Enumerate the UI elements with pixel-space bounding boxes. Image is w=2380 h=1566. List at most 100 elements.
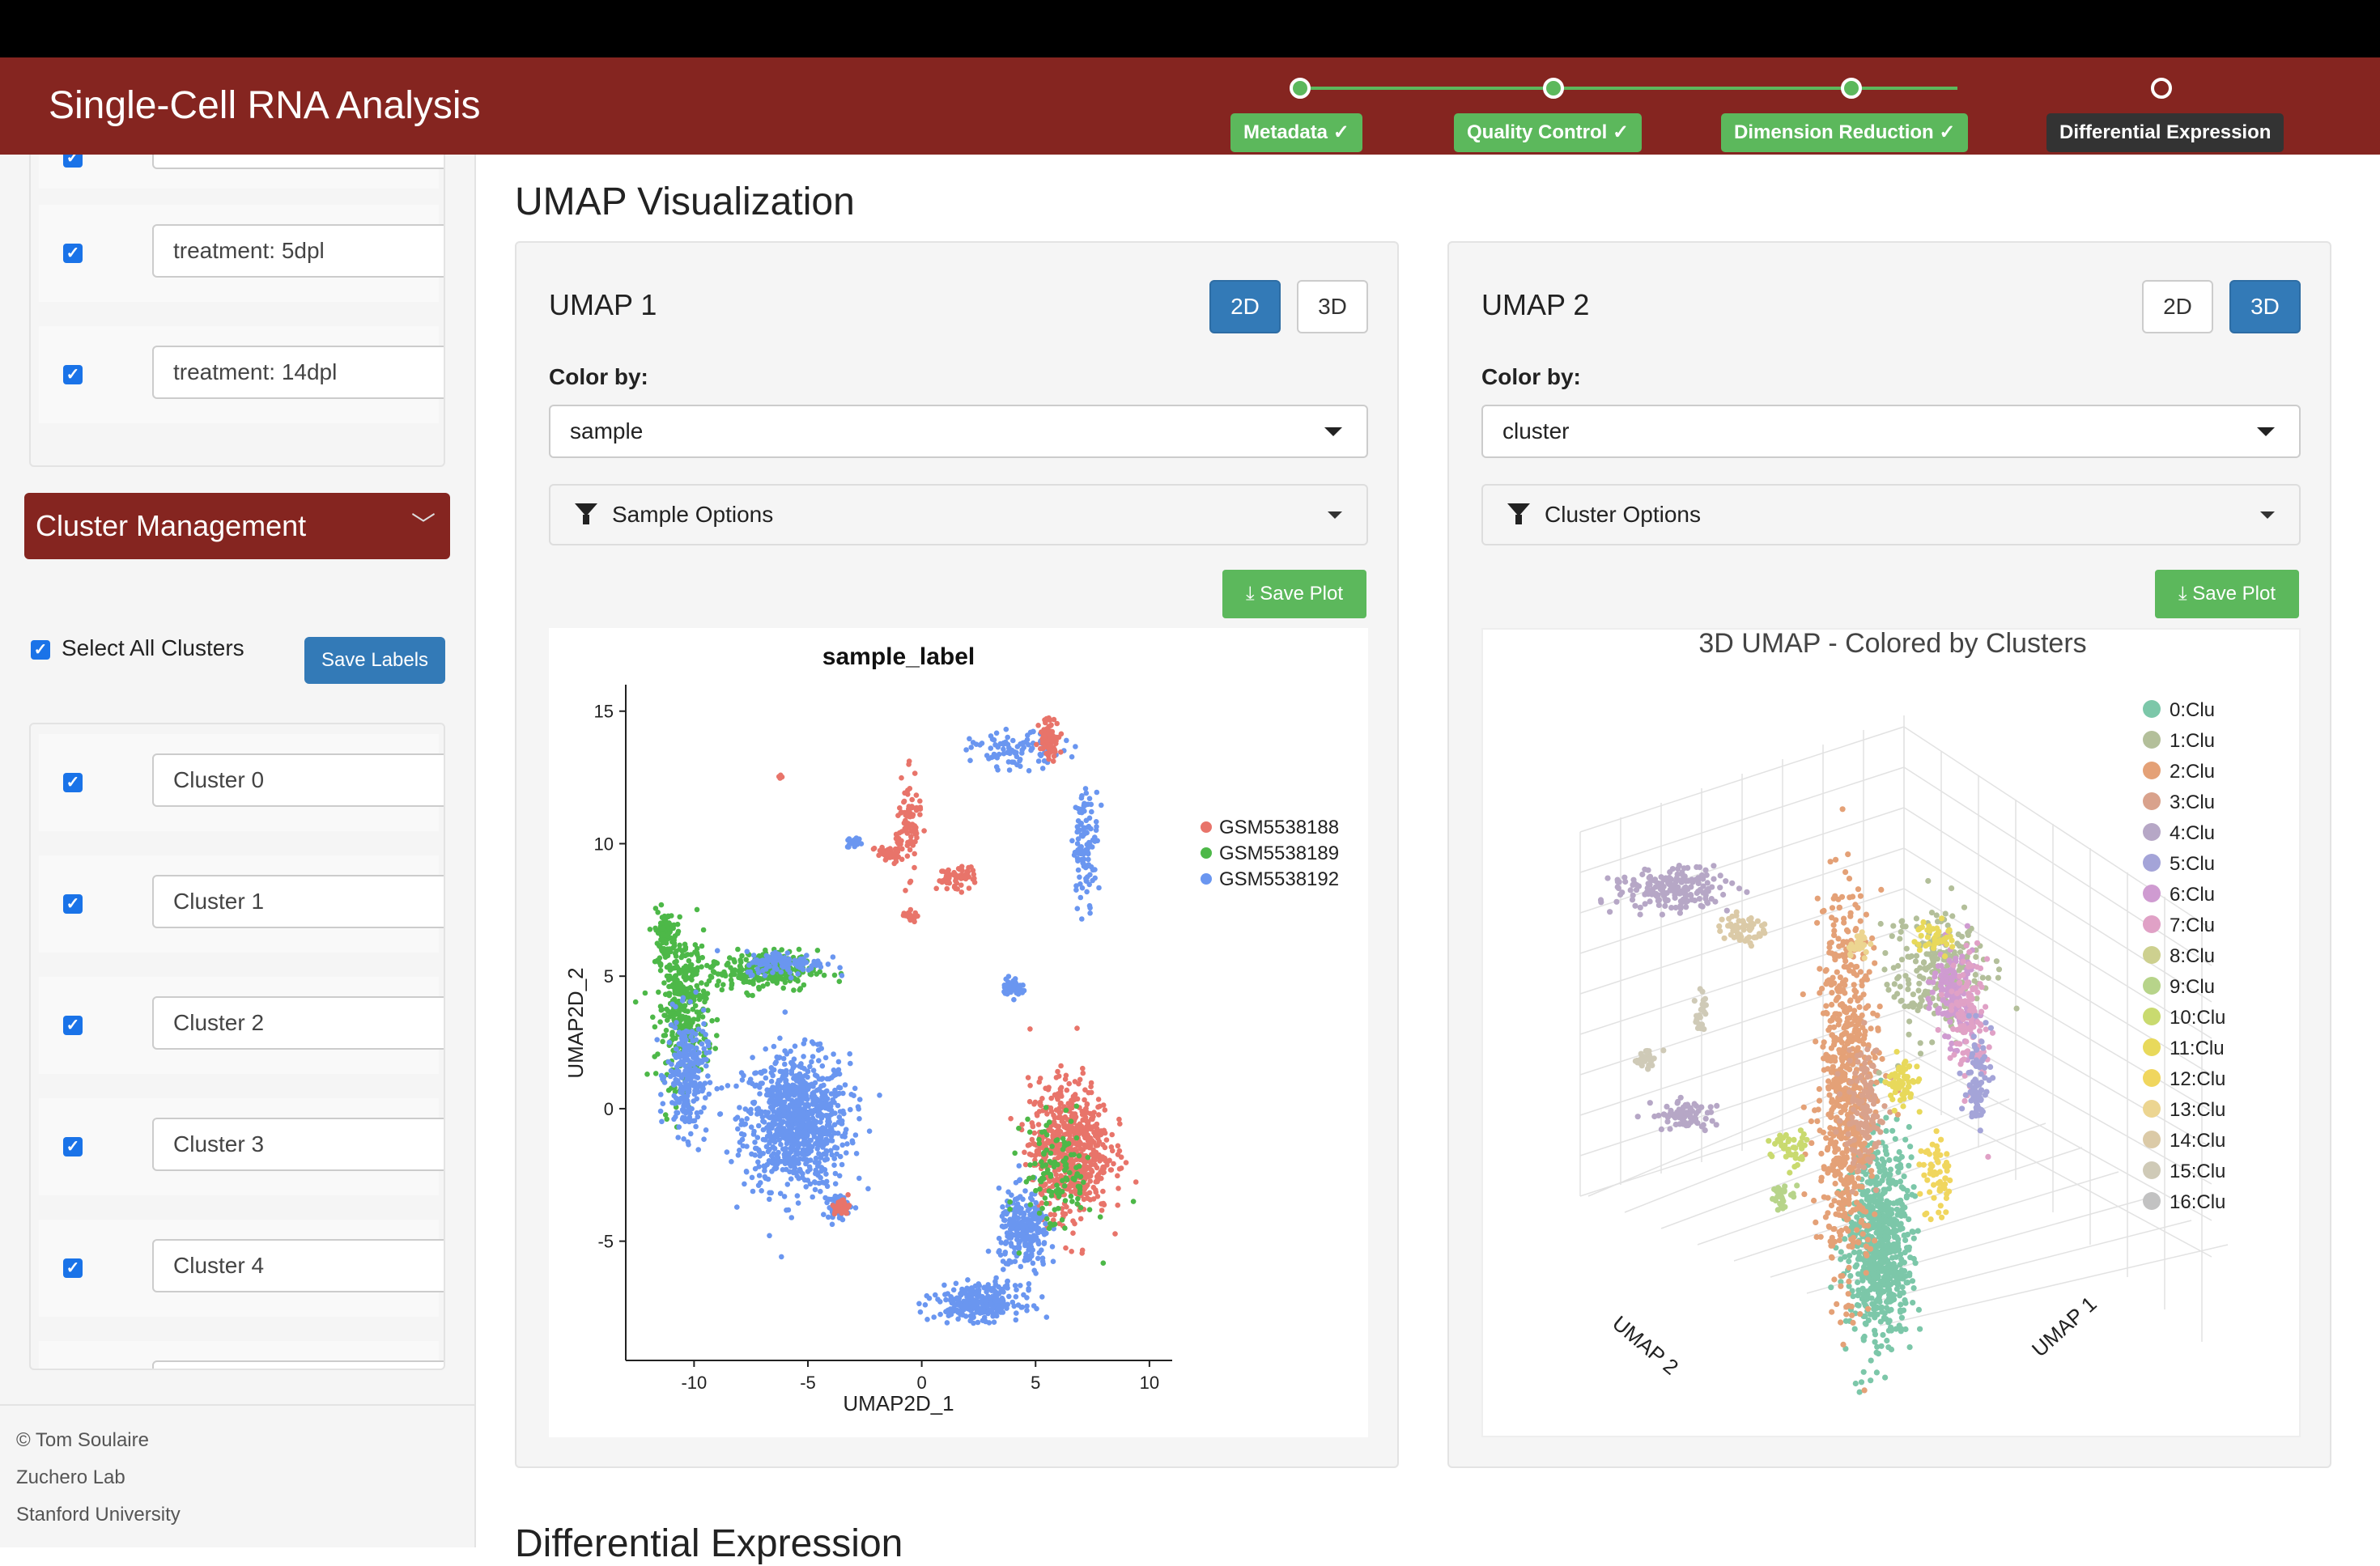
- data-point: [1889, 1328, 1894, 1334]
- data-point: [830, 1222, 835, 1228]
- data-point: [1049, 1128, 1055, 1134]
- checkbox[interactable]: ✓: [63, 1137, 83, 1156]
- data-point: [765, 982, 771, 987]
- data-point: [670, 938, 676, 944]
- data-point: [816, 1058, 822, 1063]
- cluster-label-input[interactable]: Cluster 2: [152, 996, 445, 1050]
- cluster-label-input[interactable]: Cluster 0: [152, 753, 445, 807]
- umap2-2d-toggle[interactable]: 2D: [2142, 280, 2213, 333]
- metadata-list[interactable]: ✓ ✓ treatment: 5dpl ✓ treatment: 14dpl: [29, 155, 445, 467]
- umap1-2d-toggle[interactable]: 2D: [1209, 280, 1281, 333]
- data-point: [672, 1072, 678, 1078]
- cluster-label-input[interactable]: Cluster 4: [152, 1239, 445, 1292]
- umap2-3d-toggle[interactable]: 3D: [2229, 280, 2301, 333]
- data-point: [1855, 1288, 1861, 1293]
- umap2-color-by-select[interactable]: cluster: [1481, 405, 2301, 458]
- data-point: [1043, 751, 1049, 757]
- checkbox[interactable]: ✓: [63, 1016, 83, 1035]
- data-point: [1845, 851, 1851, 857]
- checkbox[interactable]: ✓: [63, 773, 83, 792]
- checkbox[interactable]: ✓: [63, 244, 83, 263]
- umap1-3d-toggle[interactable]: 3D: [1297, 280, 1368, 333]
- data-point: [1911, 1285, 1917, 1291]
- umap1-color-by-select[interactable]: sample: [549, 405, 1368, 458]
- step-dot-differential-expression[interactable]: [2151, 78, 2172, 99]
- data-point: [757, 976, 763, 982]
- data-point: [669, 925, 675, 931]
- data-point: [692, 1080, 698, 1085]
- step-dot-quality-control[interactable]: [1543, 78, 1564, 99]
- data-point: [846, 1204, 852, 1210]
- data-point: [1020, 1305, 1026, 1310]
- data-point: [783, 1146, 788, 1152]
- data-point: [750, 1055, 755, 1060]
- data-point: [1808, 1118, 1814, 1124]
- data-point: [916, 1301, 922, 1307]
- data-point: [1062, 1183, 1068, 1189]
- data-point: [1004, 1305, 1009, 1311]
- step-dot-dimension-reduction[interactable]: [1841, 78, 1862, 99]
- data-point: [1008, 1116, 1014, 1122]
- step-dot-metadata[interactable]: [1290, 78, 1311, 99]
- step-dimension-reduction[interactable]: Dimension Reduction ✓: [1721, 113, 1968, 152]
- cluster-label-input[interactable]: [152, 1360, 445, 1370]
- data-point: [677, 947, 682, 953]
- data-point: [699, 1110, 704, 1115]
- umap2-save-plot-button[interactable]: ⤓ Save Plot: [2155, 570, 2299, 618]
- select-all-checkbox[interactable]: ✓: [31, 640, 50, 660]
- data-point: [967, 736, 972, 742]
- data-point: [1875, 1297, 1881, 1302]
- data-point: [1868, 1358, 1874, 1364]
- data-point: [837, 978, 843, 984]
- data-point: [1064, 738, 1069, 744]
- data-point: [781, 1092, 787, 1097]
- data-point: [1912, 1193, 1918, 1199]
- data-point: [1082, 1087, 1088, 1093]
- data-point: [673, 951, 678, 957]
- step-differential-expression[interactable]: Differential Expression: [2046, 113, 2284, 152]
- cluster-list[interactable]: ✓ Cluster 0 ✓ Cluster 1 ✓ Cluster 2 ✓ Cl…: [29, 723, 445, 1370]
- data-point: [1090, 1114, 1096, 1120]
- cluster-management-header[interactable]: Cluster Management ﹀: [24, 493, 450, 559]
- cluster-label-input[interactable]: Cluster 3: [152, 1118, 445, 1171]
- data-point: [912, 839, 918, 845]
- data-point: [1100, 1189, 1106, 1195]
- data-point: [712, 1046, 718, 1051]
- umap2-plot[interactable]: 3D UMAP - Colored by Clusters UMAP 2 UMA…: [1481, 628, 2301, 1437]
- step-metadata[interactable]: Metadata ✓: [1230, 113, 1362, 152]
- umap1-save-plot-button[interactable]: ⤓ Save Plot: [1222, 570, 1366, 618]
- cluster-options-dropdown[interactable]: Cluster Options: [1481, 484, 2301, 545]
- step-quality-control[interactable]: Quality Control ✓: [1454, 113, 1642, 152]
- data-point: [701, 1105, 707, 1110]
- grid-line: [1904, 1050, 2212, 1220]
- data-point: [1898, 1326, 1904, 1332]
- sample-options-dropdown[interactable]: Sample Options: [549, 484, 1368, 545]
- data-point: [993, 1275, 999, 1281]
- umap3d-chart[interactable]: 3D UMAP - Colored by Clusters UMAP 2 UMA…: [1483, 630, 2299, 1436]
- data-point: [1888, 1229, 1893, 1235]
- data-point: [988, 745, 994, 751]
- data-point: [1063, 1246, 1069, 1251]
- scatter-points: [633, 715, 1139, 1326]
- checkbox[interactable]: ✓: [63, 1258, 83, 1278]
- data-point: [1068, 1125, 1073, 1131]
- save-labels-button[interactable]: Save Labels: [304, 637, 445, 684]
- checkbox[interactable]: ✓: [63, 155, 83, 168]
- data-point: [1877, 1305, 1883, 1310]
- umap2-title: UMAP 2: [1481, 288, 1589, 322]
- data-point: [891, 861, 897, 867]
- data-point: [1039, 1130, 1045, 1135]
- data-point: [770, 1095, 776, 1101]
- checkbox[interactable]: ✓: [63, 894, 83, 914]
- label-input[interactable]: [152, 155, 445, 169]
- label-input[interactable]: treatment: 5dpl: [152, 224, 445, 278]
- x-tick-label: 10: [1140, 1373, 1159, 1393]
- checkbox[interactable]: ✓: [63, 365, 83, 384]
- data-point: [755, 1160, 761, 1165]
- data-point: [667, 962, 673, 968]
- cluster-label-input[interactable]: Cluster 1: [152, 875, 445, 928]
- data-point: [785, 950, 791, 956]
- label-input[interactable]: treatment: 14dpl: [152, 346, 445, 399]
